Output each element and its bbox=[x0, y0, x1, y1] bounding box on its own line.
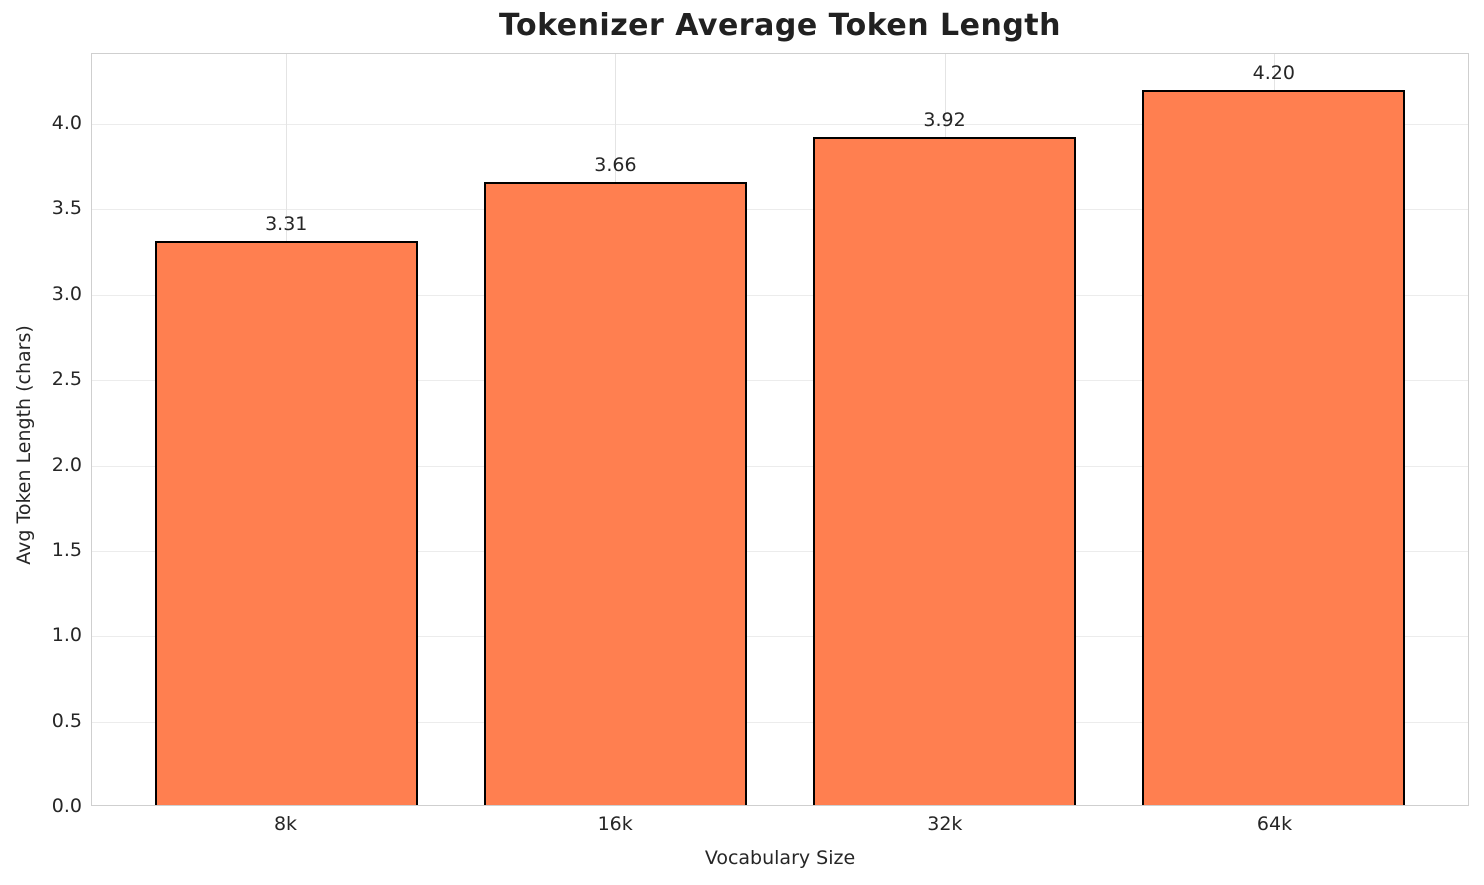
ytick-4.0: 4.0 bbox=[51, 112, 82, 134]
xtick-64k: 64k bbox=[1256, 813, 1293, 835]
ytick-0.0: 0.0 bbox=[51, 795, 82, 817]
value-label-64k: 4.20 bbox=[1252, 61, 1295, 84]
ytick-2.5: 2.5 bbox=[51, 368, 82, 391]
value-label-8k: 3.31 bbox=[265, 213, 308, 236]
value-label-32k: 3.92 bbox=[923, 109, 966, 132]
ytick-3.5: 3.5 bbox=[51, 197, 82, 220]
gridline-y-3 bbox=[92, 294, 1468, 296]
ytick-0.5: 0.5 bbox=[51, 709, 82, 732]
gridline-y-2 bbox=[92, 465, 1468, 467]
gridline-y-2.5 bbox=[92, 380, 1468, 382]
gridline-y-0.5 bbox=[92, 721, 1468, 723]
ytick-1.0: 1.0 bbox=[51, 624, 82, 647]
bar-64k bbox=[1142, 89, 1406, 805]
ytick-3.0: 3.0 bbox=[51, 282, 82, 305]
ytick-1.5: 1.5 bbox=[51, 538, 82, 561]
xtick-8k: 8k bbox=[273, 813, 298, 835]
bar-8k bbox=[154, 241, 418, 805]
gridline-y-1.5 bbox=[92, 550, 1468, 552]
chart-title: Tokenizer Average Token Length bbox=[498, 8, 1061, 43]
gridline-y-4 bbox=[92, 124, 1468, 125]
bar-32k bbox=[812, 137, 1077, 805]
x-axis-title: Vocabulary Size bbox=[704, 847, 856, 869]
xtick-16k: 16k bbox=[597, 813, 633, 835]
bar-16k bbox=[483, 181, 748, 805]
gridline-y-3.5 bbox=[92, 209, 1468, 211]
ytick-2.0: 2.0 bbox=[51, 453, 82, 476]
value-label-16k: 3.66 bbox=[594, 153, 637, 176]
y-axis-title: Avg Token Length (chars) bbox=[13, 325, 35, 565]
xtick-32k: 32k bbox=[927, 813, 963, 835]
plot-area: 3.31 3.66 3.92 4.20 bbox=[91, 53, 1469, 806]
gridline-y-1 bbox=[92, 636, 1468, 638]
